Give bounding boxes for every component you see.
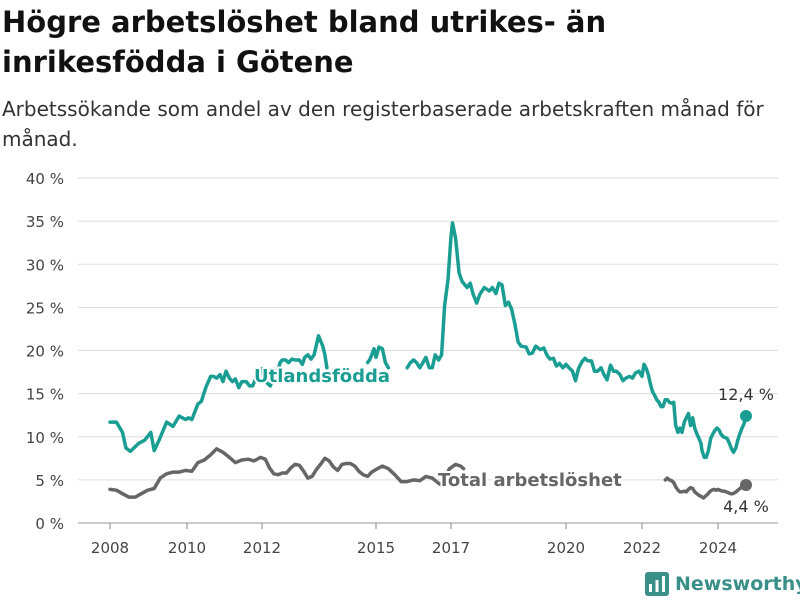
brand-name: Newsworthy (675, 573, 800, 595)
end-value-label-utlandsfodda: 12,4 % (718, 385, 774, 404)
x-tick-label: 2008 (91, 539, 129, 557)
series-line-utlandsfodda (365, 345, 391, 370)
x-tick-label: 2024 (699, 539, 737, 557)
y-tick-label: 30 % (26, 256, 64, 274)
y-tick-label: 0 % (35, 515, 64, 533)
y-tick-label: 20 % (26, 343, 64, 361)
x-tick-label: 2015 (357, 539, 395, 557)
series-label-total: Total arbetslöshet (438, 470, 622, 491)
series-line-total (663, 476, 748, 500)
x-tick-label: 2010 (168, 539, 206, 557)
x-tick-label: 2017 (432, 539, 470, 557)
y-tick-label: 10 % (26, 429, 64, 447)
chart-subtitle: Arbetssökande som andel av den registerb… (2, 97, 764, 151)
chart-title: Högre arbetslöshet bland utrikes- än inr… (2, 5, 607, 79)
x-tick-label: 2022 (623, 539, 661, 557)
end-point-marker-utlandsfodda (740, 410, 752, 423)
x-tick-label: 2020 (547, 539, 585, 557)
series-line-utlandsfodda (108, 334, 329, 454)
series-label-utlandsfodda: Utlandsfödda (254, 366, 390, 387)
series-line-total (108, 447, 466, 499)
end-value-label-total: 4,4 % (723, 497, 769, 516)
end-point-marker-total (740, 479, 752, 492)
y-tick-label: 40 % (26, 170, 64, 188)
y-tick-label: 5 % (35, 472, 64, 490)
newsworthy-logo: Newsworthy (645, 568, 800, 600)
y-tick-label: 25 % (26, 299, 64, 317)
newsworthy-logo-icon (645, 572, 669, 596)
y-tick-label: 35 % (26, 213, 64, 231)
x-tick-label: 2012 (243, 539, 281, 557)
series-line-utlandsfodda (405, 221, 748, 460)
y-tick-label: 15 % (26, 386, 64, 404)
